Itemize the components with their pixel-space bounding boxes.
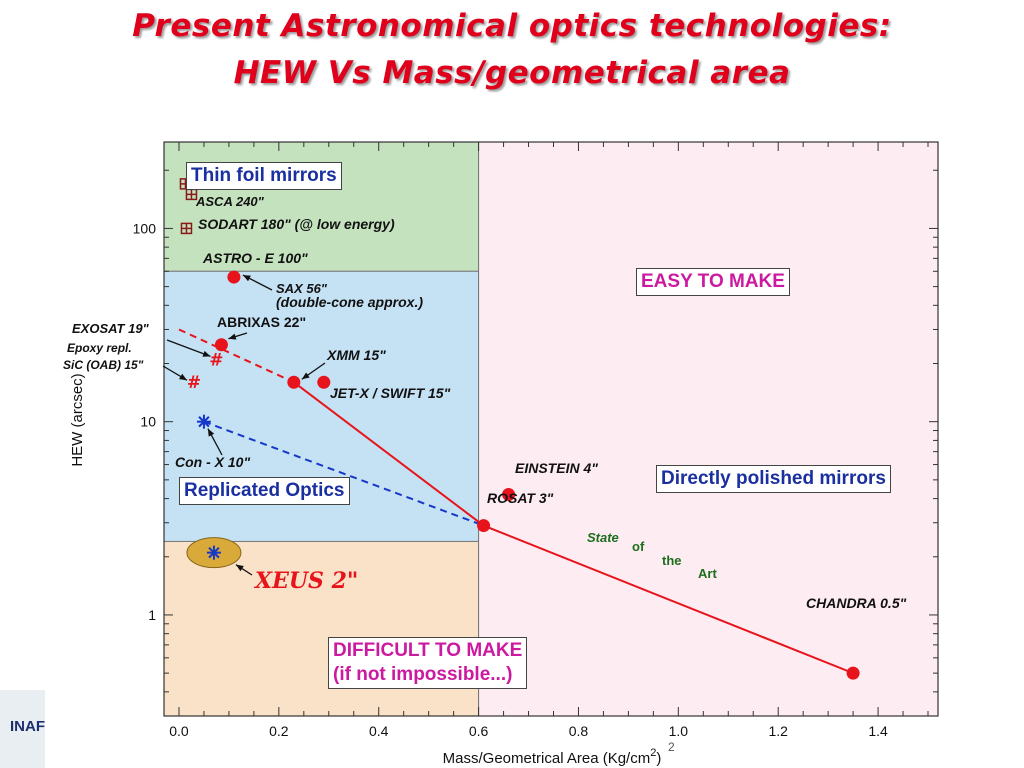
arrow-exosat bbox=[166, 339, 211, 358]
point-label: ROSAT 3" bbox=[487, 490, 554, 506]
point-label: XEUS 2" bbox=[253, 568, 358, 594]
point-label: EXOSAT 19" bbox=[72, 321, 150, 336]
x-tick-labels: 0.0 0.2 0.4 0.6 0.8 1.0 1.2 1.4 bbox=[169, 723, 888, 739]
point-label: SODART 180" (@ low energy) bbox=[198, 216, 395, 232]
point-label: CHANDRA 0.5" bbox=[806, 595, 907, 611]
inaf-logo-text: INAF bbox=[10, 718, 45, 735]
point-labels: ASCA 240" SODART 180" (@ low energy) ASTRO… bbox=[63, 194, 907, 611]
inaf-logo: INAF bbox=[0, 690, 45, 768]
marker-hash: # bbox=[187, 373, 201, 393]
replicated-optics-box: Replicated Optics bbox=[179, 477, 350, 505]
axis-ticks bbox=[164, 142, 938, 717]
page-number: 2 bbox=[668, 740, 675, 754]
x-tick-label: 0.0 bbox=[169, 723, 189, 739]
difficult-to-make-box: DIFFICULT TO MAKE (if not impossible...) bbox=[328, 637, 528, 689]
point-label: Art bbox=[698, 566, 717, 581]
directly-polished-mirrors-box: Directly polished mirrors bbox=[656, 465, 891, 493]
marker-dot bbox=[214, 338, 228, 352]
y-tick-label: 10 bbox=[140, 414, 156, 430]
marker-dot bbox=[477, 519, 491, 533]
slide-title-line-1: Present Astronomical optics technologies… bbox=[132, 8, 892, 44]
data-markers: ## bbox=[179, 178, 860, 680]
x-tick-label: 1.0 bbox=[669, 723, 689, 739]
x-tick-label: 1.2 bbox=[768, 723, 788, 739]
arrow-sic-head bbox=[179, 373, 187, 381]
point-label: Con - X 10" bbox=[175, 454, 250, 470]
x-tick-label: 0.8 bbox=[569, 723, 589, 739]
label-arrows bbox=[162, 274, 326, 576]
difficult-line-2: (if not impossible...) bbox=[333, 664, 513, 685]
marker-dot bbox=[287, 375, 301, 389]
marker-dot bbox=[502, 487, 516, 501]
point-label: XMM 15" bbox=[326, 347, 386, 363]
point-label: SAX 56" bbox=[276, 281, 328, 296]
plot-frame bbox=[163, 141, 939, 717]
point-label: the bbox=[662, 553, 682, 568]
point-label: (double-cone approx.) bbox=[276, 294, 423, 310]
x-tick-label: 0.4 bbox=[369, 723, 389, 739]
line-con-x-trend bbox=[203, 420, 484, 527]
arrow-xeus-head bbox=[235, 564, 244, 572]
point-label: ASCA 240" bbox=[195, 194, 265, 209]
marker-dot bbox=[317, 375, 331, 389]
x-tick-label: 0.6 bbox=[469, 723, 489, 739]
point-label: EINSTEIN 4" bbox=[515, 460, 598, 476]
point-label: Epoxy repl. bbox=[67, 341, 132, 355]
y-tick-label: 100 bbox=[133, 220, 157, 236]
thin-foil-mirrors-box: Thin foil mirrors bbox=[186, 162, 342, 190]
arrow-abrixas-head bbox=[228, 333, 237, 340]
arrow-exosat-head bbox=[202, 350, 211, 357]
slide-title-line-2: HEW Vs Mass/geometrical area bbox=[233, 55, 791, 91]
point-label: SiC (OAB) 15" bbox=[63, 358, 144, 372]
point-label: of bbox=[632, 539, 645, 554]
point-label: ASTRO - E 100" bbox=[202, 250, 308, 266]
line-replication-trend bbox=[178, 328, 295, 384]
marker-star-stroke bbox=[208, 547, 220, 559]
arrow-sax-head bbox=[242, 275, 251, 282]
y-axis-title: HEW (arcsec) bbox=[69, 373, 86, 466]
marker-star-stroke bbox=[198, 416, 210, 428]
easy-to-make-box: EASY TO MAKE bbox=[636, 268, 790, 296]
marker-hash: # bbox=[209, 350, 223, 370]
arrow-xmm-head bbox=[301, 372, 310, 380]
x-axis-title: Mass/Geometrical Area (Kg/cm2) bbox=[443, 747, 662, 767]
difficult-line-1: DIFFICULT TO MAKE bbox=[333, 640, 523, 661]
arrow-conx-head bbox=[207, 428, 215, 437]
point-label: JET-X / SWIFT 15" bbox=[330, 385, 451, 401]
x-tick-label: 1.4 bbox=[868, 723, 888, 739]
marker-dot bbox=[227, 270, 241, 284]
y-tick-labels: 1 10 100 bbox=[133, 220, 157, 623]
region-easy bbox=[478, 141, 939, 717]
y-tick-label: 1 bbox=[148, 607, 156, 623]
x-tick-label: 0.2 bbox=[269, 723, 289, 739]
point-label: ABRIXAS 22" bbox=[217, 314, 306, 330]
marker-dot bbox=[846, 666, 860, 680]
point-label: State bbox=[587, 530, 619, 545]
